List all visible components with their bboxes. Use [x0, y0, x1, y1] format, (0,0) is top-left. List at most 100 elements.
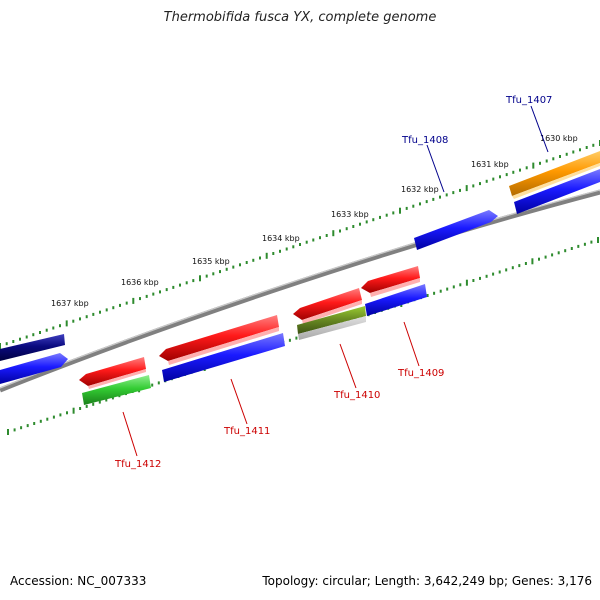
outer-tick-18 — [119, 303, 121, 307]
outer-tick-54 — [359, 222, 361, 226]
outer-tick-8 — [52, 326, 55, 330]
gene-tfu-1412-red[interactable] — [79, 357, 146, 389]
outer-tick-26 — [172, 285, 175, 289]
gene-tfu-1409-red[interactable] — [361, 266, 420, 297]
outer-tick-67 — [445, 193, 448, 197]
outer-tick-76 — [505, 173, 508, 177]
inner-tick-14 — [98, 400, 101, 404]
gene-label-tfu-1407[interactable]: Tfu_1407 — [505, 95, 552, 106]
outer-tick-72 — [479, 182, 481, 186]
inner-tick-43 — [288, 338, 291, 342]
kbp-label-1635: 1635 kbp — [192, 257, 230, 266]
gene-tfu-1407-orange[interactable] — [509, 151, 600, 199]
outer-tick-41 — [272, 252, 275, 255]
gene-label-tfu-1410[interactable]: Tfu_1410 — [333, 390, 380, 401]
outer-tick-73 — [485, 179, 488, 183]
outer-tick-20 — [132, 297, 135, 304]
gene-tfu-1411-blue[interactable] — [162, 333, 285, 382]
outer-tick-1 — [5, 342, 8, 346]
kbp-label-1633: 1633 kbp — [331, 210, 369, 219]
inner-tick-4 — [33, 422, 36, 425]
outer-tick-55 — [365, 220, 368, 224]
outer-tick-65 — [432, 197, 435, 201]
gene-label-tfu-1412[interactable]: Tfu_1412 — [114, 459, 161, 470]
gene-tfu-1409-blue[interactable] — [365, 284, 427, 316]
gene-label-tfu-1408[interactable]: Tfu_1408 — [401, 135, 448, 146]
outer-tick-61 — [405, 206, 408, 210]
gene-tfu-1411-red[interactable] — [159, 315, 279, 365]
page-title: Thermobifida fusca YX, complete genome — [163, 10, 437, 25]
gene-label-tfu-1411[interactable]: Tfu_1411 — [223, 426, 270, 437]
kbp-label-1637: 1637 kbp — [51, 299, 89, 308]
outer-tick-37 — [245, 261, 248, 264]
leader-line-tfu-1407 — [530, 105, 549, 153]
leader-line-tfu-1409 — [403, 321, 420, 367]
inner-tick-64 — [426, 294, 429, 297]
outer-tick-63 — [419, 202, 421, 206]
outer-tick-35 — [232, 265, 235, 269]
outer-tick-17 — [112, 306, 115, 310]
genome-backbone-highlight — [0, 189, 600, 389]
outer-tick-13 — [85, 315, 88, 319]
outer-tick-31 — [205, 274, 208, 278]
outer-tick-52 — [345, 227, 348, 231]
outer-tick-12 — [79, 317, 81, 321]
kbp-label-1630: 1630 kbp — [540, 134, 578, 143]
gene-tfu-1410-red[interactable] — [293, 288, 362, 324]
inner-tick-86 — [570, 247, 573, 250]
inner-tick-2 — [20, 426, 23, 430]
inner-tick-13 — [92, 402, 95, 406]
gene-forward-left-blue[interactable] — [0, 353, 68, 384]
leader-line-tfu-1410 — [339, 343, 357, 389]
outer-tick-6 — [39, 331, 41, 334]
inner-tick-74 — [492, 272, 495, 276]
outer-tick-27 — [179, 283, 181, 287]
inner-tick-5 — [39, 419, 42, 423]
outer-tick-19 — [125, 301, 128, 305]
gene-forward-left-navy[interactable] — [0, 334, 65, 361]
outer-tick-45 — [299, 243, 301, 246]
outer-tick-50 — [332, 230, 335, 237]
inner-tick-68 — [452, 285, 455, 289]
gene-label-tfu-1409[interactable]: Tfu_1409 — [397, 368, 444, 379]
outer-tick-16 — [105, 308, 108, 312]
gene-tfu-1410-olive[interactable] — [297, 306, 366, 340]
outer-tick-46 — [305, 240, 308, 244]
outer-tick-25 — [165, 288, 168, 292]
inner-tick-70 — [465, 279, 468, 286]
inner-tick-3 — [26, 424, 29, 428]
outer-tick-10 — [65, 320, 68, 327]
outer-tick-15 — [99, 310, 101, 314]
inner-tick-75 — [498, 270, 501, 274]
outer-tick-80 — [532, 162, 535, 169]
inner-tick-7 — [52, 415, 55, 419]
inner-tick-78 — [518, 264, 521, 268]
outer-tick-21 — [139, 297, 141, 301]
outer-tick-69 — [459, 188, 461, 192]
inner-tick-22 — [151, 383, 154, 387]
outer-tick-59 — [392, 211, 395, 215]
inner-tick-9 — [66, 411, 68, 415]
genome-backbone — [0, 189, 600, 393]
inner-tick-90 — [597, 237, 599, 243]
outer-tick-33 — [219, 270, 221, 274]
gene-tfu-1408[interactable] — [414, 210, 498, 250]
kbp-label-1631: 1631 kbp — [471, 160, 509, 169]
outer-tick-0 — [0, 343, 1, 349]
inner-tick-81 — [538, 257, 540, 261]
gene-tfu-1412-green[interactable] — [82, 375, 151, 405]
gene-tfu-1407-blue[interactable] — [514, 169, 600, 214]
outer-tick-89 — [592, 143, 595, 147]
outer-tick-38 — [252, 258, 255, 262]
leader-line-tfu-1411 — [230, 378, 248, 425]
inner-tick-88 — [583, 242, 586, 246]
outer-tick-87 — [579, 148, 581, 152]
outer-tick-34 — [225, 267, 228, 271]
outer-tick-9 — [59, 324, 61, 328]
outer-tick-77 — [512, 170, 515, 174]
kbp-label-1636: 1636 kbp — [121, 278, 159, 287]
outer-tick-68 — [452, 191, 455, 195]
outer-tick-49 — [325, 234, 328, 237]
outer-tick-64 — [425, 200, 428, 204]
